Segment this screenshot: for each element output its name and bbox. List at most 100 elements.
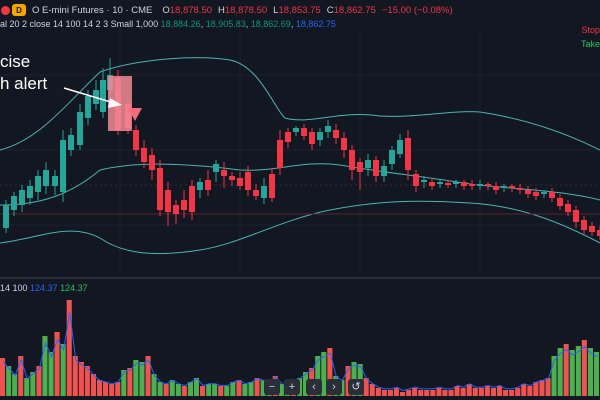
candle-body	[309, 132, 315, 144]
volume-bar	[151, 374, 157, 396]
candle-body	[501, 186, 507, 188]
volume-params: 14 100	[0, 283, 28, 293]
volume-bar	[48, 352, 54, 396]
stop-label: Stop	[581, 25, 600, 35]
bollinger-upper-band	[0, 57, 600, 151]
volume-bar	[478, 388, 484, 396]
volume-bar	[127, 368, 133, 396]
volume-bar	[315, 356, 321, 396]
price-change: −15.00 (−0.08%)	[381, 4, 453, 16]
volume-value: 124.37	[30, 283, 58, 293]
volume-bar	[248, 382, 254, 396]
candle-body	[77, 112, 83, 145]
zoom-out-button[interactable]: −	[264, 379, 280, 395]
volume-bar	[466, 384, 472, 396]
volume-bar	[327, 348, 333, 396]
volume-bar	[42, 336, 48, 396]
indicator-value: 18,884.26	[160, 19, 201, 29]
delay-badge: D	[12, 4, 26, 16]
candle-body	[269, 174, 275, 198]
volume-bar	[193, 378, 199, 396]
volume-bar	[418, 390, 424, 396]
candle-body	[573, 210, 579, 222]
symbol-title[interactable]: O E-mini Futures · 10 · CME	[32, 4, 153, 16]
annotation-text[interactable]: h alert	[0, 74, 48, 93]
volume-bar	[242, 384, 248, 396]
volume-bar	[539, 380, 545, 396]
volume-bar	[0, 358, 6, 396]
volume-bar	[393, 388, 399, 396]
scroll-right-button[interactable]: ›	[326, 379, 342, 395]
volume-bar	[206, 384, 212, 396]
volume-bar	[18, 356, 24, 396]
volume-bar	[321, 352, 327, 396]
candle-body	[325, 126, 331, 132]
candle-body	[133, 130, 139, 150]
volume-bar	[387, 390, 393, 396]
volume-bar	[187, 382, 193, 396]
volume-bar	[581, 340, 587, 396]
volume-bar	[139, 362, 145, 396]
candle-body	[205, 180, 211, 190]
candle-body	[141, 148, 147, 162]
ohlc-open: O18,878.50	[162, 4, 213, 16]
indicator-value: 18,862.69	[250, 19, 291, 29]
sell-signal-icon	[128, 108, 142, 121]
volume-bar	[133, 360, 139, 396]
volume-bar	[442, 390, 448, 396]
volume-bar	[109, 384, 115, 396]
volume-bar	[175, 384, 181, 396]
candle-body	[19, 190, 25, 205]
candle-body	[469, 184, 475, 186]
candle-body	[157, 168, 163, 210]
candle-body	[293, 128, 299, 132]
candle-body	[237, 178, 243, 186]
volume-bar	[66, 300, 72, 396]
candle-body	[541, 192, 547, 194]
candle-body	[27, 186, 33, 198]
volume-bar	[497, 386, 503, 396]
scroll-left-button[interactable]: ‹	[306, 379, 322, 395]
zoom-in-button[interactable]: +	[284, 379, 300, 395]
volume-bar	[448, 390, 454, 396]
indicator-legend[interactable]: al 20 2 close 14 100 14 2 3 Small 1,000 …	[0, 19, 336, 29]
volume-bar	[121, 370, 127, 396]
volume-bar	[460, 388, 466, 396]
candle-body	[333, 130, 339, 138]
volume-bar	[412, 388, 418, 396]
candle-body	[565, 204, 571, 212]
candle-body	[429, 182, 435, 186]
volume-bar	[200, 386, 206, 396]
volume-bar	[30, 372, 36, 396]
candle-body	[85, 96, 91, 118]
volume-bar	[375, 388, 381, 396]
volume-bar	[181, 386, 187, 396]
candle-body	[533, 192, 539, 196]
volume-bar	[557, 348, 563, 396]
candle-body	[317, 132, 323, 140]
annotation-text[interactable]: cise	[0, 52, 31, 71]
reset-chart-button[interactable]: ↺	[348, 379, 364, 395]
volume-legend[interactable]: 14 100 124.37 124.37	[0, 283, 88, 293]
volume-bar	[115, 382, 121, 396]
volume-bar	[545, 378, 551, 396]
candle-body	[365, 160, 371, 168]
volume-bar	[521, 384, 527, 396]
candle-body	[197, 182, 203, 190]
candle-body	[165, 190, 171, 212]
candle-body	[213, 164, 219, 172]
volume-bar	[230, 382, 236, 396]
ohlc-high: H18,878.50	[218, 4, 268, 16]
candle-body	[341, 138, 347, 150]
candle-body	[381, 166, 387, 176]
candle-body	[229, 176, 235, 180]
candle-body	[60, 140, 66, 192]
candle-body	[43, 170, 49, 186]
volume-ma-line	[2, 312, 598, 392]
volume-bar	[78, 362, 84, 396]
candle-body	[189, 186, 195, 212]
candle-body	[557, 198, 563, 206]
volume-bar	[490, 388, 496, 396]
